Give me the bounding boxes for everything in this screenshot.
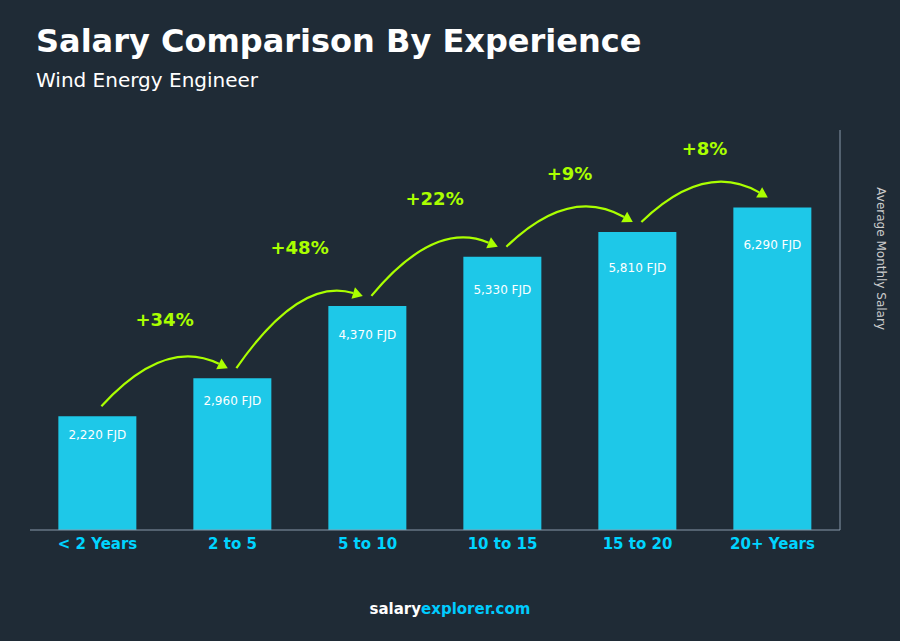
svg-text:2,960 FJD: 2,960 FJD [203,394,261,408]
svg-text:2 to 5: 2 to 5 [208,535,257,553]
svg-text:5 to 10: 5 to 10 [338,535,397,553]
svg-text:Average Monthly Salary: Average Monthly Salary [874,187,888,330]
svg-text:15 to 20: 15 to 20 [603,535,673,553]
svg-text:2,220 FJD: 2,220 FJD [68,428,126,442]
svg-text:+48%: +48% [271,237,329,258]
svg-text:5,810 FJD: 5,810 FJD [608,261,666,275]
html-text:salary explorer.com: salary explorer.com [369,600,531,618]
svg-text:10 to 15: 10 to 15 [468,535,538,553]
svg-text:20+ Years: 20+ Years [730,535,815,553]
svg-text:6,290 FJD: 6,290 FJD [743,238,801,252]
svg-text:< 2 Years: < 2 Years [58,535,138,553]
html-text:Salary Comparison By Experienc: Salary Comparison By Experience [36,22,642,60]
svg-text:+8%: +8% [682,138,728,159]
html-text:Wind Energy Engineer: Wind Energy Engineer [36,68,259,92]
svg-text:+34%: +34% [136,309,194,330]
svg-text:5,330 FJD: 5,330 FJD [473,283,531,297]
svg-text:+9%: +9% [547,163,593,184]
svg-text:4,370 FJD: 4,370 FJD [338,328,396,342]
svg-text:+22%: +22% [406,188,464,209]
